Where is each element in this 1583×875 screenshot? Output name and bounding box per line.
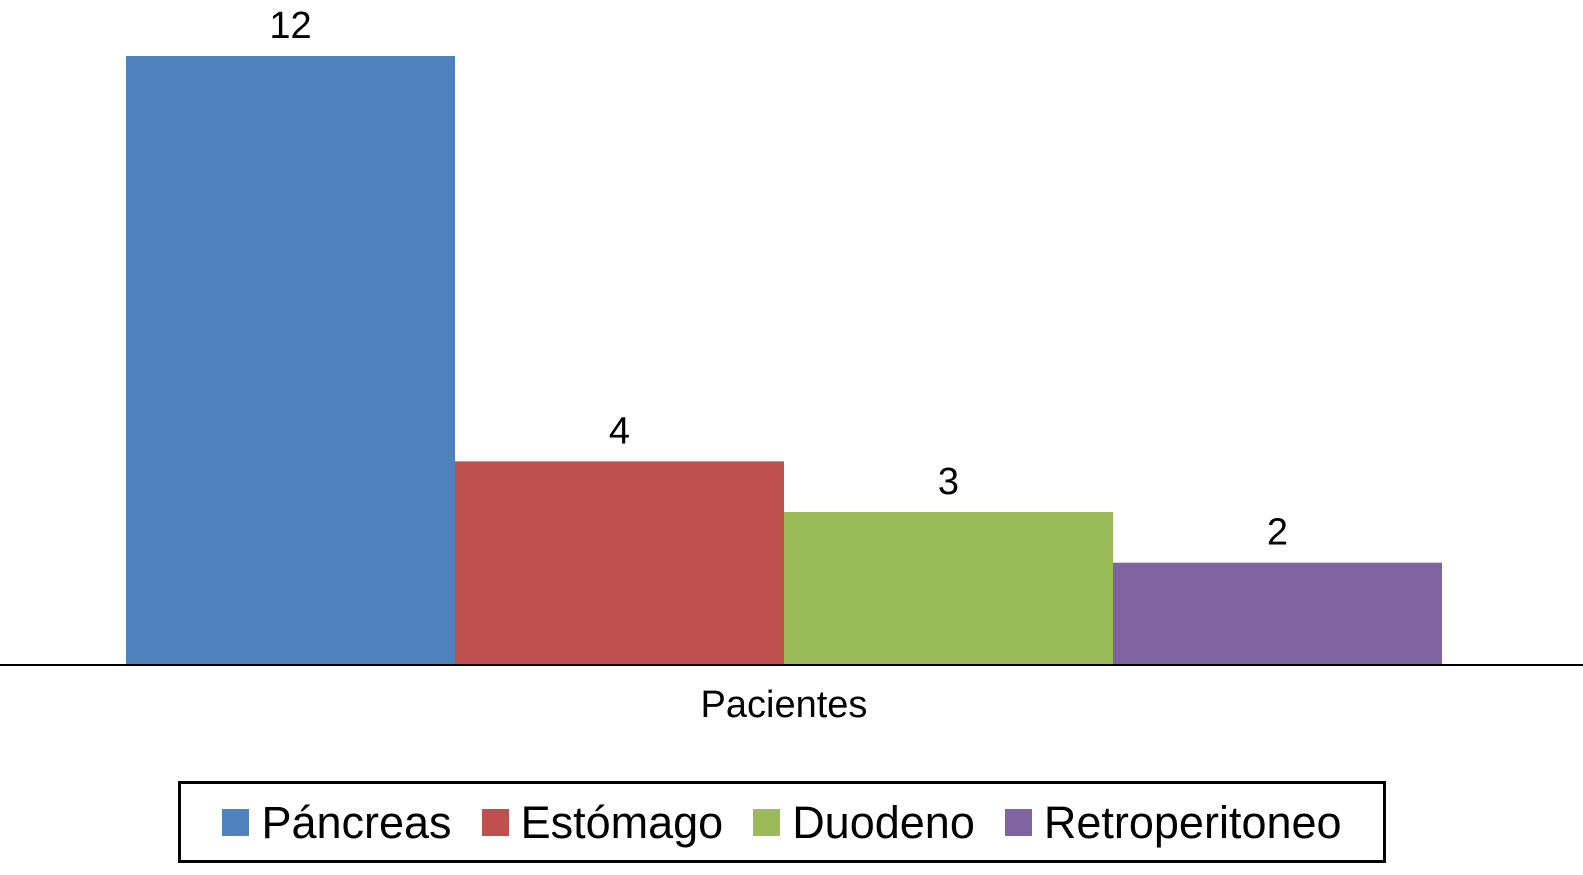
- legend-label-estomago: Estómago: [520, 796, 724, 848]
- data-label-retroperitoneo: 2: [1267, 512, 1288, 554]
- legend-item-retroperitoneo: Retroperitoneo: [1004, 796, 1342, 848]
- legend-item-estomago: Estómago: [481, 796, 724, 848]
- bar-duodeno: [784, 512, 1113, 664]
- data-label-duodeno: 3: [938, 461, 959, 503]
- legend-item-pancreas: Páncreas: [222, 796, 452, 848]
- bar-estomago: [455, 461, 784, 664]
- legend: Páncreas Estómago Duodeno Retroperitoneo: [178, 781, 1386, 863]
- data-labels-group: 12 4 3 2: [269, 5, 1288, 554]
- data-label-estomago: 4: [609, 410, 630, 452]
- bar-chart: 12 4 3 2 Pacientes: [0, 5, 1583, 726]
- legend-swatch-duodeno: [753, 808, 781, 836]
- legend-item-duodeno: Duodeno: [753, 800, 975, 845]
- legend-swatch-retroperitoneo: [1004, 808, 1032, 836]
- bars-group: [126, 56, 1442, 664]
- bar-pancreas: [126, 56, 455, 664]
- legend-swatch-estomago: [481, 808, 509, 836]
- bar-retroperitoneo: [1113, 562, 1442, 664]
- legend-label-pancreas: Páncreas: [261, 796, 452, 848]
- legend-label-duodeno: Duodeno: [792, 796, 975, 848]
- category-label: Pacientes: [701, 684, 868, 726]
- legend-swatch-pancreas: [222, 808, 250, 836]
- data-label-pancreas: 12: [269, 5, 311, 47]
- legend-label-retroperitoneo: Retroperitoneo: [1043, 796, 1342, 848]
